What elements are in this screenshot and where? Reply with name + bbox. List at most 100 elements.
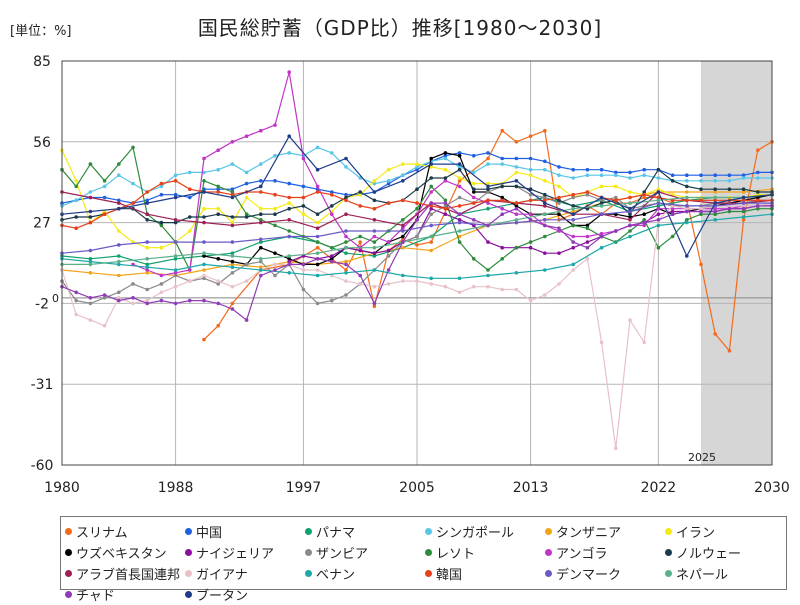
data-point <box>472 195 476 200</box>
data-point <box>571 268 575 272</box>
data-point <box>188 268 192 272</box>
data-point <box>528 192 533 197</box>
data-point <box>230 187 235 191</box>
data-point <box>656 218 661 222</box>
legend-label: ウズベキスタン <box>76 547 167 562</box>
data-point <box>344 195 348 200</box>
data-point <box>344 229 348 233</box>
data-point <box>259 162 263 166</box>
data-point <box>756 198 760 203</box>
data-point <box>330 257 334 261</box>
data-point <box>259 206 263 211</box>
data-point <box>173 179 178 183</box>
legend-marker <box>65 549 72 556</box>
data-point <box>202 220 206 225</box>
data-point <box>273 262 277 267</box>
data-point <box>202 254 206 258</box>
data-point <box>514 165 519 169</box>
legend-label: イラン <box>676 526 716 541</box>
data-point <box>401 162 405 166</box>
data-point <box>500 128 505 133</box>
data-point <box>117 259 121 264</box>
data-point <box>699 209 703 214</box>
data-point <box>443 176 448 180</box>
data-point <box>273 192 277 197</box>
data-point <box>543 293 547 297</box>
data-point <box>315 220 320 225</box>
data-point <box>173 173 178 177</box>
series-14 <box>60 212 774 281</box>
data-point <box>685 190 689 194</box>
data-point <box>287 70 292 74</box>
data-point <box>315 226 320 230</box>
data-point <box>457 179 462 183</box>
data-point <box>117 173 121 177</box>
data-point <box>173 218 178 222</box>
legend-label: タンザニア <box>556 526 622 541</box>
data-point <box>159 192 164 197</box>
data-point <box>443 198 448 203</box>
data-point <box>117 243 121 247</box>
data-point <box>401 234 405 239</box>
data-point <box>429 234 434 239</box>
data-point <box>315 301 320 306</box>
legend-label: ナイジェリア <box>196 547 275 562</box>
data-point <box>259 259 263 264</box>
data-point <box>543 128 547 133</box>
chart-legend: スリナム 中国 パナマ シンガポール タンザニア イラン ウズベキスタン ナイジェリア ザンビア… <box>60 516 787 604</box>
data-point <box>230 259 235 264</box>
legend-marker <box>665 528 672 535</box>
data-point <box>301 268 306 272</box>
data-point <box>727 179 732 183</box>
data-point <box>88 301 93 306</box>
data-point <box>415 162 419 166</box>
data-point <box>457 204 462 208</box>
data-point <box>713 332 717 336</box>
data-point <box>315 262 320 267</box>
data-point <box>358 204 363 208</box>
data-point <box>344 234 348 239</box>
data-point <box>344 156 348 161</box>
data-point <box>486 198 490 203</box>
data-point <box>699 198 703 203</box>
y-tick-label: -31 <box>31 377 54 393</box>
data-point <box>756 204 760 208</box>
data-point <box>599 195 604 200</box>
data-point <box>472 187 476 191</box>
data-point <box>102 296 107 300</box>
data-point <box>287 206 292 211</box>
legend-item: チャド <box>65 584 185 605</box>
data-point <box>670 234 675 239</box>
data-point <box>244 134 249 138</box>
legend-item: デンマーク <box>545 563 665 584</box>
data-point <box>145 268 149 272</box>
data-point <box>514 206 519 211</box>
data-point <box>358 248 363 253</box>
data-point <box>472 201 476 205</box>
legend-item: アンゴラ <box>545 542 665 563</box>
data-point <box>514 220 519 225</box>
data-point <box>557 226 561 230</box>
data-point <box>713 201 717 205</box>
data-point <box>741 215 746 219</box>
data-point <box>216 167 220 172</box>
data-point <box>429 212 434 216</box>
data-point <box>727 206 732 211</box>
data-point <box>670 212 675 216</box>
data-point <box>287 259 292 264</box>
data-point <box>571 195 575 200</box>
data-point <box>372 251 377 255</box>
data-point <box>244 170 249 175</box>
data-point <box>244 212 249 216</box>
data-point <box>131 282 135 286</box>
data-point <box>173 220 178 225</box>
data-point <box>102 293 107 297</box>
data-point <box>543 212 547 216</box>
data-point <box>571 192 575 197</box>
data-point <box>173 192 178 197</box>
data-point <box>173 240 178 244</box>
data-point <box>259 273 263 278</box>
data-point <box>472 190 476 194</box>
legend-label: ネパール <box>676 568 729 583</box>
legend-label: ノルウェー <box>676 547 742 562</box>
